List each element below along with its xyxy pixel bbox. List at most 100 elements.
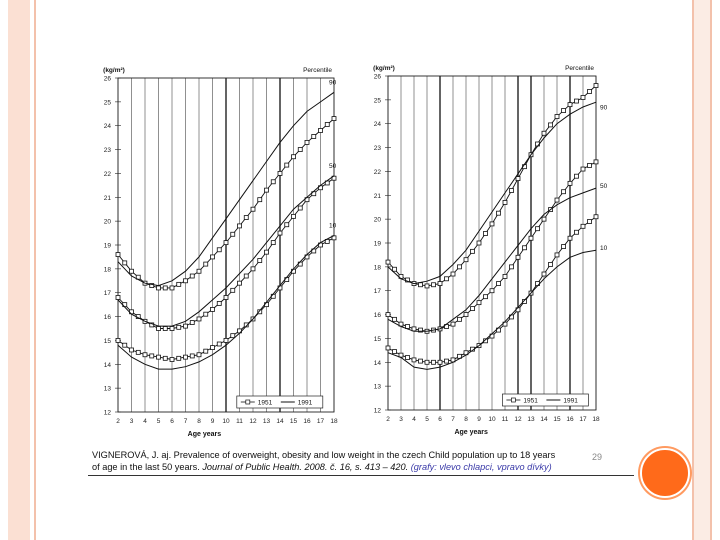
data-point-marker <box>304 140 310 145</box>
percentile-mark-50: 50 <box>329 163 337 170</box>
data-point-marker <box>237 280 242 286</box>
data-point-marker <box>385 259 391 265</box>
data-point-marker <box>216 341 222 347</box>
y-tick-label: 14 <box>104 362 112 369</box>
data-point-marker <box>392 316 397 322</box>
data-point-marker <box>183 354 188 360</box>
data-point-marker <box>424 283 430 289</box>
data-point-marker <box>129 347 134 353</box>
data-point-marker <box>541 216 547 222</box>
data-point-marker <box>318 128 323 133</box>
data-point-marker <box>411 357 417 363</box>
data-point-marker <box>169 357 175 362</box>
data-point-marker <box>431 282 436 288</box>
data-point-marker <box>189 273 195 279</box>
chart-panel-boys: 2 3 4 5 6 7 8 9 10 11 12 13 14 15 16 17 1812131415161718… <box>103 67 338 438</box>
slide-decoration-circle <box>640 448 690 498</box>
data-point-marker <box>567 180 573 186</box>
y-tick-label: 12 <box>374 408 382 415</box>
data-point-marker <box>331 116 337 121</box>
x-tick-label: 3 <box>399 416 403 423</box>
x-tick-label: 7 <box>451 416 455 423</box>
data-point-marker <box>437 359 443 365</box>
x-tick-label: 11 <box>502 416 509 423</box>
data-point-marker <box>580 166 586 172</box>
data-point-marker <box>169 326 175 331</box>
data-point-marker <box>176 324 182 330</box>
legend-label-1991: 1991 <box>563 398 578 405</box>
data-point-marker <box>561 189 566 195</box>
data-point-marker <box>476 300 482 306</box>
x-axis-label: Age years <box>454 429 488 436</box>
data-point-marker <box>496 281 501 286</box>
citation-note: (grafy: vlevo chlapci, vpravo dívky) <box>408 462 552 472</box>
data-point-marker <box>502 200 508 205</box>
data-point-marker <box>291 154 296 160</box>
data-point-marker <box>250 206 256 212</box>
x-tick-label: 9 <box>477 416 481 423</box>
data-point-marker <box>223 240 229 246</box>
data-point-marker <box>203 348 209 354</box>
data-point-marker <box>196 316 202 322</box>
data-point-marker <box>489 288 495 294</box>
y-tick-label: 17 <box>104 290 112 297</box>
y-tick-label: 16 <box>104 314 112 321</box>
data-point-marker <box>196 268 202 274</box>
data-point-marker <box>115 338 121 343</box>
data-point-marker <box>444 358 449 364</box>
data-point-marker <box>122 260 128 266</box>
citation-line2: of age in the last 50 years. <box>92 462 203 472</box>
percentile-mark-10: 10 <box>329 222 337 229</box>
data-point-marker <box>502 273 508 279</box>
y-tick-label: 22 <box>104 171 112 178</box>
y-tick-label: 21 <box>104 195 112 202</box>
data-point-marker <box>405 355 410 360</box>
y-tick-label: 13 <box>104 386 112 393</box>
y-tick-label: 18 <box>104 266 112 273</box>
data-point-marker <box>210 254 215 260</box>
data-point-marker <box>574 98 579 104</box>
y-tick-label: 15 <box>374 336 382 343</box>
data-point-marker <box>216 301 222 306</box>
data-point-marker <box>189 320 195 325</box>
data-point-marker <box>183 278 188 284</box>
data-point-marker <box>162 326 168 331</box>
data-point-marker <box>210 345 215 350</box>
x-tick-label: 6 <box>438 416 442 423</box>
data-point-marker <box>450 271 456 277</box>
data-point-marker <box>284 222 290 228</box>
data-point-marker <box>450 321 456 327</box>
data-point-marker <box>142 352 148 358</box>
slide-left-border-line <box>34 0 36 540</box>
percentile-mark-50: 50 <box>600 183 608 190</box>
slide-left-border <box>8 0 30 540</box>
y-tick-label: 24 <box>104 123 112 130</box>
data-point-marker <box>515 254 521 260</box>
data-point-marker <box>270 240 276 246</box>
y-tick-label: 23 <box>374 145 382 152</box>
x-tick-label: 14 <box>540 416 548 423</box>
data-point-marker <box>250 266 256 272</box>
data-point-marker <box>176 355 182 361</box>
data-point-marker <box>463 257 469 263</box>
data-point-marker <box>297 205 303 211</box>
data-point-marker <box>444 276 449 282</box>
data-point-marker <box>291 213 296 219</box>
series-line-1991-p10 <box>117 235 335 370</box>
x-tick-label: 16 <box>303 418 311 425</box>
data-point-marker <box>183 323 188 329</box>
percentile-mark-90: 90 <box>329 79 337 86</box>
data-point-marker <box>541 271 547 277</box>
x-tick-label: 5 <box>157 418 161 425</box>
data-point-marker <box>162 355 168 361</box>
data-point-marker <box>385 345 391 351</box>
x-tick-label: 17 <box>317 418 325 425</box>
citation-journal: Journal of Public Health. 2008. č. 16, s… <box>202 462 409 472</box>
data-point-marker <box>548 122 553 128</box>
data-point-marker <box>149 283 155 288</box>
percentile-axis-label: Percentile <box>565 65 594 72</box>
data-point-marker <box>264 187 269 193</box>
data-point-marker <box>270 179 276 185</box>
data-point-marker <box>593 214 599 220</box>
data-point-marker <box>457 264 462 270</box>
